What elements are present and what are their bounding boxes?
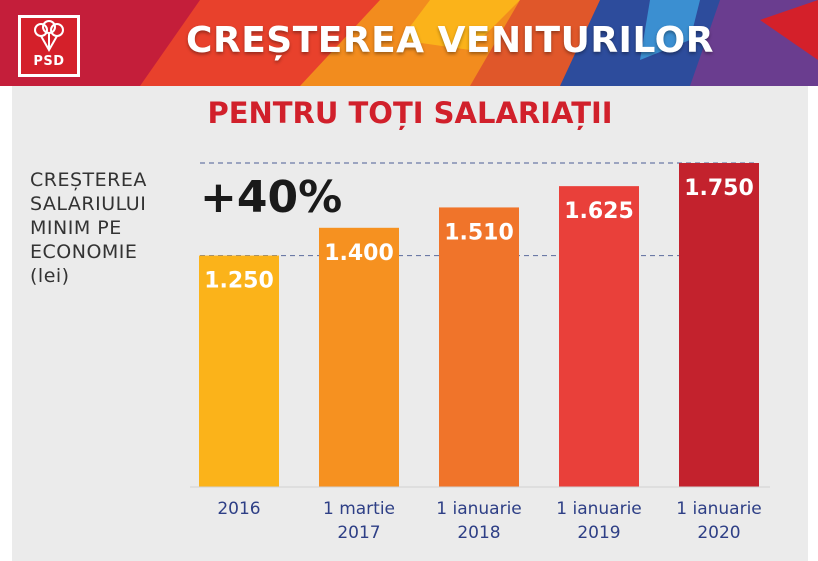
psd-logo: PSD <box>18 15 80 77</box>
y-label-line: CREȘTEREA <box>30 169 147 191</box>
y-label-line: ECONOMIE <box>30 241 138 263</box>
logo-text: PSD <box>33 54 65 69</box>
bar <box>679 163 759 487</box>
x-tick-label: 2019 <box>577 523 620 543</box>
y-label-line: SALARIULUI <box>30 193 147 215</box>
bar <box>559 186 639 487</box>
subtitle: PENTRU TOȚI SALARIAȚII <box>207 96 613 130</box>
bar-value-label: 1.625 <box>564 199 634 224</box>
chart-panel <box>12 86 808 561</box>
bar-value-label: 1.250 <box>204 269 274 294</box>
x-tick-label: 1 ianuarie <box>676 499 762 519</box>
x-tick-label: 1 ianuarie <box>556 499 642 519</box>
bar <box>439 207 519 488</box>
bar-value-label: 1.400 <box>324 241 394 266</box>
x-tick-label: 1 martie <box>323 499 395 519</box>
header-banner: PSD CREȘTEREA VENITURILOR <box>0 0 818 86</box>
x-tick-label: 2017 <box>337 523 380 543</box>
bar-value-label: 1.510 <box>444 220 514 245</box>
bar <box>199 255 279 487</box>
x-tick-label: 2016 <box>217 499 260 519</box>
banner-background <box>0 0 818 86</box>
y-label-line: MINIM PE <box>30 217 122 239</box>
rose-icon <box>34 20 64 53</box>
y-label-unit: (lei) <box>30 265 70 287</box>
x-tick-label: 2018 <box>457 523 500 543</box>
growth-callout: +40% <box>200 172 343 223</box>
bar-value-label: 1.750 <box>684 176 754 201</box>
x-tick-label: 2020 <box>697 523 740 543</box>
y-axis-label: CREȘTEREA SALARIULUI MINIM PE ECONOMIE (… <box>30 168 200 288</box>
banner-title: CREȘTEREA VENITURILOR <box>186 20 714 61</box>
x-tick-label: 1 ianuarie <box>436 499 522 519</box>
bar <box>319 227 399 488</box>
